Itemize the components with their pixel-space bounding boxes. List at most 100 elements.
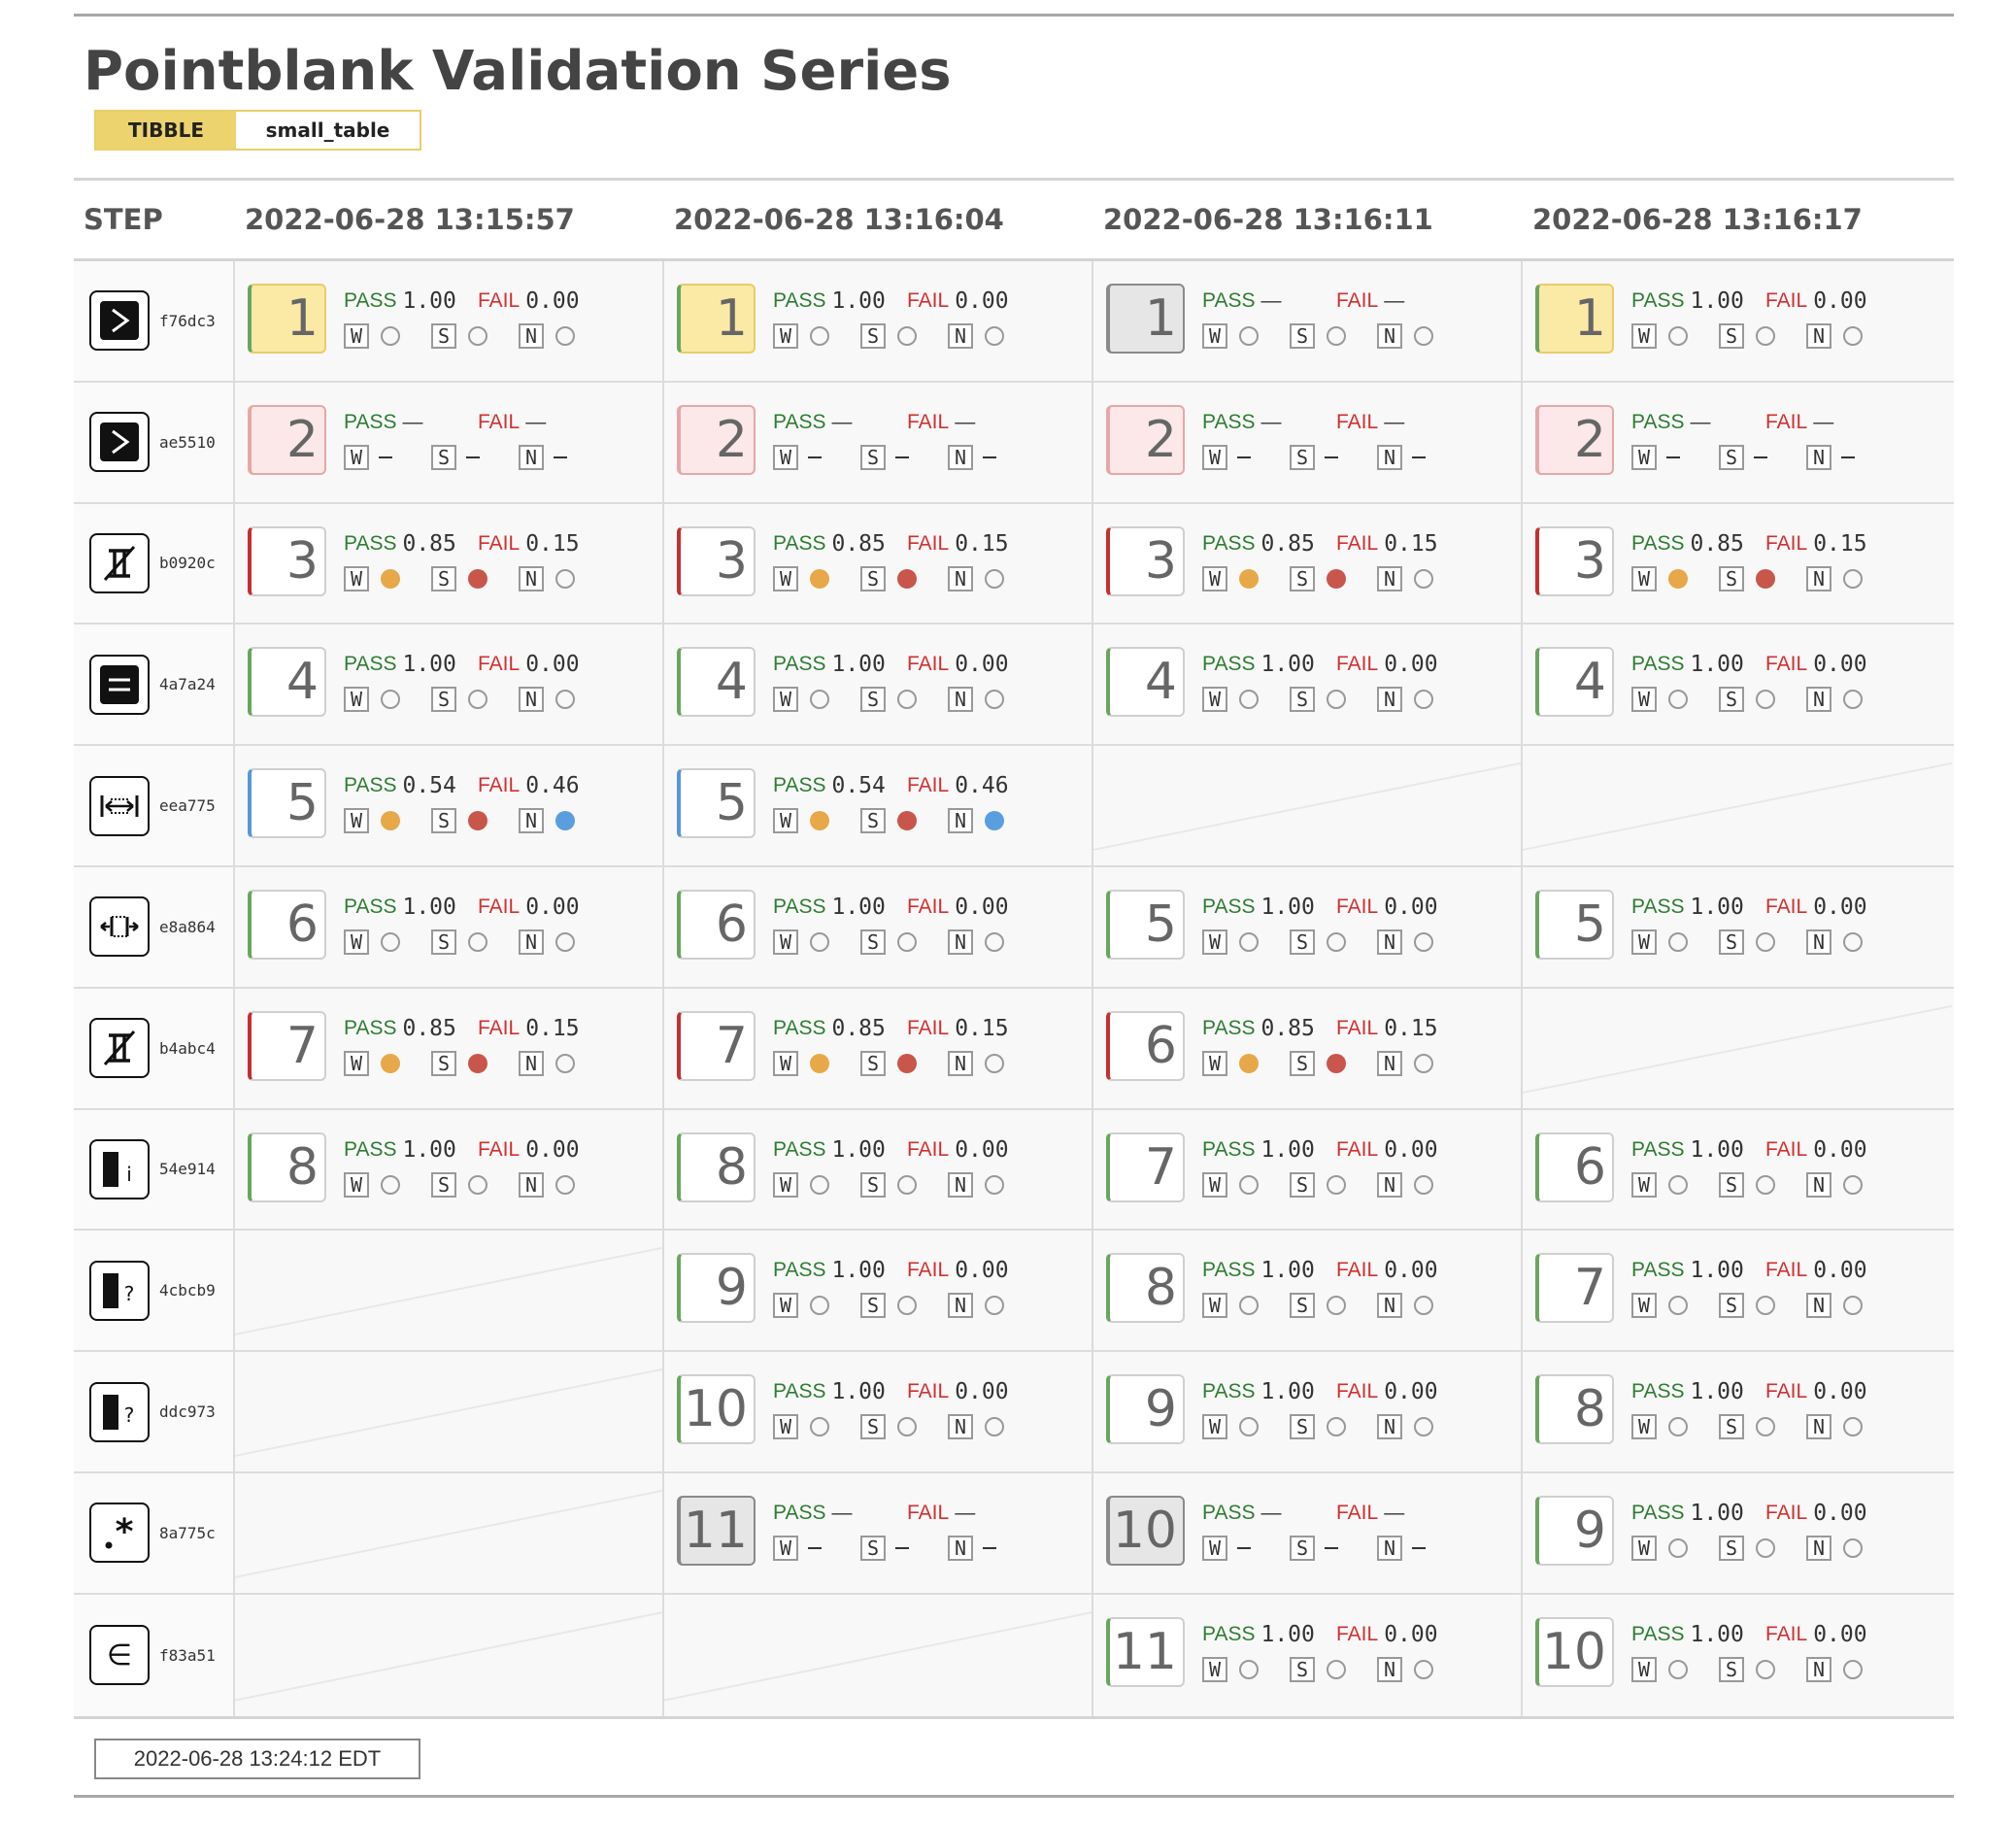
step-number-box[interactable]: 7 (1535, 1253, 1614, 1324)
step-number-box[interactable]: 1 (248, 284, 326, 354)
step-number-box[interactable]: 5 (1106, 889, 1185, 960)
validation-cell[interactable]: 4 PASS 1.00 FAIL 0.00 W S N (664, 625, 1093, 745)
validation-cell[interactable]: 9 PASS 1.00 FAIL 0.00 W S N (1523, 1472, 1952, 1593)
step-number-box[interactable]: 4 (248, 647, 326, 718)
validation-cell[interactable]: 2 PASS — FAIL — W S N (1093, 382, 1523, 502)
step-number-box[interactable]: 10 (1535, 1616, 1614, 1687)
step-number-box[interactable]: 11 (1106, 1616, 1185, 1687)
validation-cell[interactable]: 2 PASS — FAIL — W S N (664, 382, 1093, 502)
validation-cell[interactable]: 4 PASS 1.00 FAIL 0.00 W S N (1093, 625, 1523, 745)
notify-group: N (519, 808, 606, 834)
pass-group: PASS 0.85 (773, 531, 907, 557)
validation-cell[interactable]: 4 PASS 1.00 FAIL 0.00 W S N (235, 625, 664, 745)
validation-cell[interactable]: 1 PASS 1.00 FAIL 0.00 W S N (235, 261, 664, 381)
step-number-box[interactable]: 6 (1535, 1132, 1614, 1202)
notify-indicator (1412, 1546, 1426, 1549)
validation-cell[interactable]: 6 PASS 1.00 FAIL 0.00 W S N (1523, 1109, 1952, 1230)
notify-group: N (948, 1293, 1035, 1319)
step-number-box[interactable]: 6 (248, 889, 326, 960)
validation-cell[interactable]: 3 PASS 0.85 FAIL 0.15 W S N (235, 503, 664, 624)
validation-cell[interactable]: 6 PASS 0.85 FAIL 0.15 W S N (1093, 988, 1523, 1108)
notify-group: N (1806, 1293, 1894, 1319)
step-number-box[interactable]: 2 (677, 404, 756, 475)
step-number-box[interactable]: 5 (248, 768, 326, 839)
step-number-box[interactable]: 4 (1535, 647, 1614, 718)
validation-cell[interactable]: 11 PASS — FAIL — W S N (664, 1472, 1093, 1593)
validation-cell[interactable]: 5 PASS 0.54 FAIL 0.46 W S N (664, 746, 1093, 865)
validation-cell[interactable]: 9 PASS 1.00 FAIL 0.00 W S N (664, 1231, 1093, 1351)
step-number-box[interactable]: 3 (248, 525, 326, 596)
validation-cell[interactable]: 6 PASS 1.00 FAIL 0.00 W S N (235, 866, 664, 987)
step-number-box[interactable]: 1 (1106, 284, 1185, 354)
pass-fail-line: PASS 1.00 FAIL 0.00 (773, 1256, 1041, 1285)
step-number-box[interactable]: 2 (248, 404, 326, 475)
fail-label: FAIL (1765, 410, 1808, 433)
validation-cell[interactable]: 6 PASS 1.00 FAIL 0.00 W S N (664, 866, 1093, 987)
step-number-box[interactable]: 6 (677, 889, 756, 960)
step-number-box[interactable]: 5 (1535, 889, 1614, 960)
warn-box: W (1631, 1171, 1657, 1198)
step-number-box[interactable]: 1 (677, 284, 756, 354)
metrics: PASS 1.00 FAIL 0.00 W S N (1202, 1135, 1470, 1201)
validation-cell[interactable]: 7 PASS 1.00 FAIL 0.00 W S N (1523, 1231, 1952, 1351)
step-number-box[interactable]: 8 (248, 1132, 326, 1202)
step-number-box[interactable]: 10 (677, 1374, 756, 1445)
step-number-box[interactable]: 4 (677, 647, 756, 718)
validation-cell[interactable]: 2 PASS — FAIL — W S N (1523, 382, 1952, 502)
notify-box: N (948, 444, 973, 470)
table-row: eea775 5 PASS 0.54 FAIL 0.46 W S N 5 PASS 0.54 FAIL 0… (74, 746, 1954, 867)
step-number-box[interactable]: 11 (677, 1495, 756, 1566)
metrics: PASS 1.00 FAIL 0.00 W S N (1202, 650, 1470, 716)
validation-cell[interactable]: 8 PASS 1.00 FAIL 0.00 W S N (664, 1109, 1093, 1230)
validation-cell[interactable]: 10 PASS 1.00 FAIL 0.00 W S N (1523, 1594, 1952, 1716)
step-number-box[interactable]: 7 (677, 1010, 756, 1081)
validation-cell[interactable]: 3 PASS 0.85 FAIL 0.15 W S N (1523, 503, 1952, 624)
step-number-box[interactable]: 3 (1106, 525, 1185, 596)
validation-cell[interactable]: 10 PASS — FAIL — W S N (1093, 1472, 1523, 1593)
validation-cell[interactable]: 9 PASS 1.00 FAIL 0.00 W S N (1093, 1352, 1523, 1471)
validation-cell[interactable]: 8 PASS 1.00 FAIL 0.00 W S N (235, 1109, 664, 1230)
validation-cell[interactable]: 5 PASS 1.00 FAIL 0.00 W S N (1093, 866, 1523, 987)
validation-cell[interactable]: 7 PASS 0.85 FAIL 0.15 W S N (235, 988, 664, 1108)
validation-cell[interactable]: 4 PASS 1.00 FAIL 0.00 W S N (1523, 625, 1952, 745)
warn-box: W (1202, 687, 1227, 713)
step-number-box[interactable]: 9 (677, 1253, 756, 1324)
fail-value: 0.00 (1813, 1258, 1867, 1284)
warn-box: W (1202, 1414, 1227, 1440)
step-number-box[interactable]: 2 (1535, 404, 1614, 475)
fail-value: — (525, 410, 547, 433)
validation-cell[interactable]: 5 PASS 0.54 FAIL 0.46 W S N (235, 746, 664, 865)
step-number-box[interactable]: 3 (1535, 525, 1614, 596)
validation-cell[interactable]: 7 PASS 0.85 FAIL 0.15 W S N (664, 988, 1093, 1108)
step-number-box[interactable]: 8 (1535, 1374, 1614, 1445)
step-number-box[interactable]: 8 (677, 1132, 756, 1202)
step-number-box[interactable]: 6 (1106, 1010, 1185, 1081)
validation-cell[interactable]: 7 PASS 1.00 FAIL 0.00 W S N (1093, 1109, 1523, 1230)
validation-cell[interactable]: 8 PASS 1.00 FAIL 0.00 W S N (1523, 1352, 1952, 1471)
step-number-box[interactable]: 9 (1106, 1374, 1185, 1445)
validation-cell[interactable]: 1 PASS 1.00 FAIL 0.00 W S N (1523, 261, 1952, 381)
validation-cell[interactable]: 2 PASS — FAIL — W S N (235, 382, 664, 502)
step-number-box[interactable]: 1 (1535, 284, 1614, 354)
step-number-box[interactable]: 9 (1535, 1495, 1614, 1566)
step-number-box[interactable]: 10 (1106, 1495, 1185, 1566)
step-number-box[interactable]: 8 (1106, 1253, 1185, 1324)
step-number-box[interactable]: 7 (1106, 1132, 1185, 1202)
validation-cell[interactable]: 1 PASS 1.00 FAIL 0.00 W S N (664, 261, 1093, 381)
validation-cell[interactable]: 3 PASS 0.85 FAIL 0.15 W S N (1093, 503, 1523, 624)
validation-cell[interactable]: 3 PASS 0.85 FAIL 0.15 W S N (664, 503, 1093, 624)
step-number-box[interactable]: 7 (248, 1010, 326, 1081)
step-number-box[interactable]: 2 (1106, 404, 1185, 475)
validation-cell[interactable]: 1 PASS — FAIL — W S N (1093, 261, 1523, 381)
validation-cell[interactable]: 11 PASS 1.00 FAIL 0.00 W S N (1093, 1594, 1523, 1716)
fail-value: — (955, 1501, 976, 1524)
validation-cell[interactable]: 10 PASS 1.00 FAIL 0.00 W S N (664, 1352, 1093, 1471)
validation-cell[interactable]: 8 PASS 1.00 FAIL 0.00 W S N (1093, 1231, 1523, 1351)
step-number-box[interactable]: 4 (1106, 647, 1185, 718)
step-number-box[interactable]: 5 (677, 768, 756, 839)
validation-cell[interactable]: 5 PASS 1.00 FAIL 0.00 W S N (1523, 866, 1952, 987)
step-number-box[interactable]: 3 (677, 525, 756, 596)
